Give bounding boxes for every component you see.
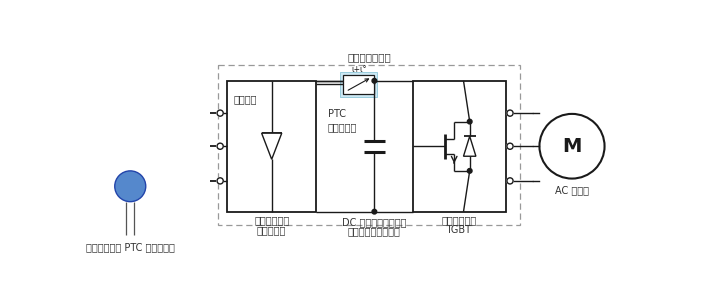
FancyBboxPatch shape bbox=[340, 72, 377, 97]
Circle shape bbox=[468, 169, 472, 173]
Circle shape bbox=[217, 178, 223, 184]
Text: PTC
サーミスタ: PTC サーミスタ bbox=[328, 109, 358, 132]
Polygon shape bbox=[261, 133, 282, 159]
Circle shape bbox=[115, 171, 146, 202]
Circle shape bbox=[372, 209, 376, 214]
Text: 突入電流防止 PTC サーミスタ: 突入電流防止 PTC サーミスタ bbox=[86, 243, 175, 253]
Text: CTR
50Ω: CTR 50Ω bbox=[125, 181, 135, 192]
Text: 三相交流: 三相交流 bbox=[233, 94, 257, 104]
Text: インバータ装置: インバータ装置 bbox=[347, 52, 391, 62]
Text: （平滑コンデンサ）: （平滑コンデンサ） bbox=[348, 226, 401, 236]
Text: DC リンクコンデンサ: DC リンクコンデンサ bbox=[342, 217, 407, 227]
Text: AC モータ: AC モータ bbox=[555, 185, 589, 195]
Circle shape bbox=[217, 143, 223, 149]
Circle shape bbox=[540, 114, 604, 178]
Text: IGBT: IGBT bbox=[448, 225, 471, 235]
Bar bbox=[413, 81, 506, 212]
Bar bbox=[227, 81, 316, 212]
Circle shape bbox=[507, 143, 513, 149]
Bar bbox=[343, 75, 374, 94]
Circle shape bbox=[507, 178, 513, 184]
Polygon shape bbox=[463, 136, 476, 156]
Circle shape bbox=[217, 110, 223, 116]
Bar bbox=[218, 65, 520, 225]
Circle shape bbox=[507, 110, 513, 116]
Text: インバータ部: インバータ部 bbox=[442, 216, 477, 225]
Circle shape bbox=[468, 119, 472, 124]
Text: ダイオード: ダイオード bbox=[257, 225, 287, 235]
Text: ι+ι°: ι+ι° bbox=[351, 65, 367, 74]
Circle shape bbox=[372, 79, 376, 83]
Text: コンバータ部: コンバータ部 bbox=[254, 216, 290, 225]
Text: M: M bbox=[562, 137, 582, 156]
